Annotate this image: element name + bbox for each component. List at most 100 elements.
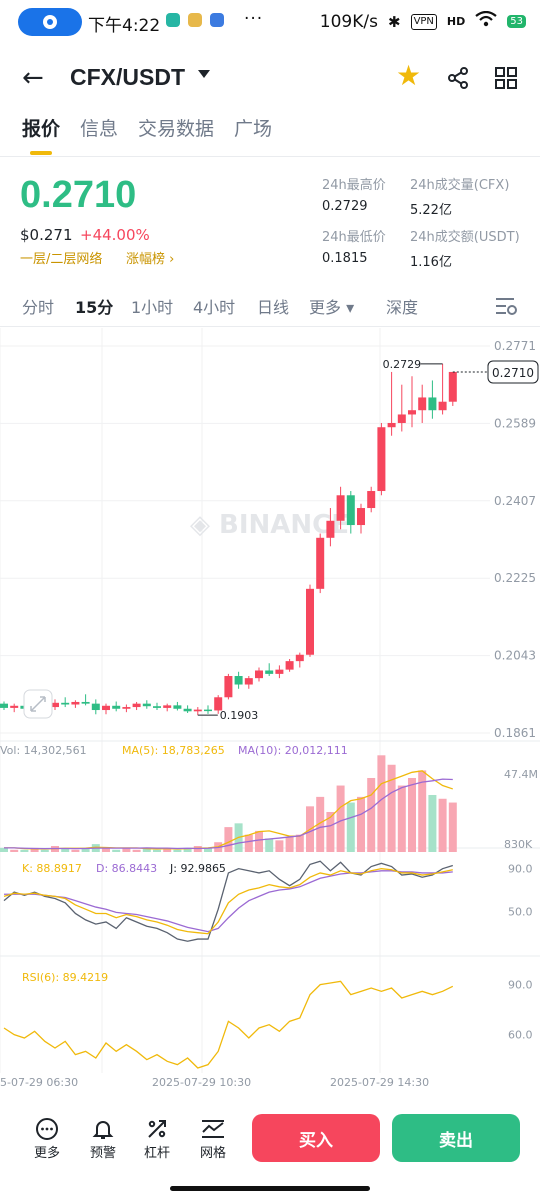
kdj-k-label: K: 88.8917 <box>22 862 82 875</box>
candle <box>214 697 223 711</box>
stat-value: 5.22亿 <box>410 203 452 218</box>
candle <box>377 427 386 492</box>
favorite-star-icon[interactable]: ★ <box>396 59 422 92</box>
home-indicator <box>170 1186 370 1191</box>
ma10-label: MA(10): 20,012,111 <box>238 744 348 757</box>
high-marker: 0.2729 <box>383 358 422 371</box>
status-time: 下午4:22 <box>88 16 161 36</box>
volume-bar <box>102 847 110 852</box>
candle <box>428 397 437 411</box>
volume-bar <box>183 847 192 852</box>
candle <box>336 495 345 521</box>
candle <box>316 537 325 589</box>
tf-1h[interactable]: 1小时 <box>131 298 174 317</box>
tab-quote[interactable]: 报价 <box>22 114 60 155</box>
candle <box>326 520 335 538</box>
tf-15m[interactable]: 15分 <box>75 298 114 317</box>
top-nav: ← CFX/USDT ★ <box>0 58 540 98</box>
alert-button[interactable]: 预警 <box>78 1116 128 1161</box>
back-arrow-icon[interactable]: ← <box>22 63 44 93</box>
stat-label: 24h成交额(USDT) <box>410 230 520 245</box>
candle <box>10 705 19 708</box>
candle <box>408 410 416 415</box>
candle <box>265 670 274 674</box>
volume-bar <box>357 796 365 852</box>
tab-square[interactable]: 广场 <box>234 118 273 140</box>
network-tag[interactable]: 一层/二层网络 <box>20 252 103 267</box>
gainers-rank-link[interactable]: 涨幅榜 › <box>126 252 175 267</box>
share-icon[interactable] <box>446 66 470 90</box>
battery-icon: 53 <box>507 15 526 28</box>
grid-trading-button[interactable]: 网格 <box>188 1116 238 1161</box>
volume-bar <box>132 849 141 852</box>
grid-menu-icon[interactable] <box>494 66 518 90</box>
candle <box>91 703 100 711</box>
kdj-d-line <box>4 870 453 933</box>
volume-label: Vol: 14,302,561 <box>0 744 87 757</box>
rsi-line <box>3 980 454 1069</box>
candle <box>153 706 161 708</box>
low-24h: 24h最低价 0.1815 <box>322 226 386 266</box>
price-axis-label: 0.1861 <box>494 726 536 740</box>
rsi-label: RSI(6): 89.4219 <box>22 971 108 984</box>
volume-bar <box>448 802 457 852</box>
high-24h: 24h最高价 0.2729 <box>322 174 386 214</box>
volume-bar <box>40 849 49 852</box>
volume-bar <box>20 849 29 852</box>
bluetooth-icon: ✱ <box>387 12 401 31</box>
volume-bar <box>71 849 80 852</box>
candle <box>193 709 202 712</box>
notification-icons <box>166 13 224 27</box>
caret-down-icon[interactable] <box>198 70 210 78</box>
candle <box>112 705 121 709</box>
candle <box>357 508 365 526</box>
pair-selector[interactable]: CFX/USDT <box>70 64 185 90</box>
candle <box>142 703 151 707</box>
leverage-label: 杠杆 <box>143 1146 170 1161</box>
candle <box>397 414 406 423</box>
tf-4h[interactable]: 4小时 <box>193 298 236 317</box>
leverage-button[interactable]: 杠杆 <box>132 1116 182 1161</box>
usd-price: $0.271 <box>20 226 73 244</box>
candlestick-chart[interactable]: 0.2771 0.2589 0.2407 0.2225 0.2043 0.1861 ◈ BI… <box>0 328 540 1088</box>
more-button[interactable]: 更多 <box>22 1116 72 1161</box>
volume-bar <box>112 849 121 852</box>
volume-bar <box>81 847 90 852</box>
tf-more[interactable]: 更多 ▾ <box>309 298 355 317</box>
volume-axis-label: 47.4M <box>504 768 538 781</box>
price-axis-label: 0.2589 <box>494 416 536 430</box>
volume-bar <box>265 838 274 852</box>
tab-info[interactable]: 信息 <box>80 118 119 140</box>
buy-button[interactable]: 买入 <box>252 1114 380 1162</box>
candle <box>183 708 192 712</box>
volume-bar <box>408 777 416 852</box>
kdj-k-line <box>3 868 453 935</box>
volume-bar <box>163 847 172 852</box>
time-axis-label: 2025-07-29 14:30 <box>330 1076 429 1088</box>
candle <box>448 371 457 402</box>
tab-trading-data[interactable]: 交易数据 <box>138 118 215 140</box>
volume-bar <box>295 834 304 852</box>
time-axis-label: 5-07-29 06:30 <box>0 1076 78 1088</box>
candle <box>387 422 396 428</box>
chart-settings-icon[interactable] <box>494 296 518 316</box>
candle <box>204 709 212 712</box>
candle <box>102 705 110 711</box>
candle <box>285 661 294 670</box>
candle <box>122 707 131 709</box>
candle <box>346 495 355 526</box>
volume-bar <box>336 785 345 852</box>
tf-depth[interactable]: 深度 <box>386 298 419 317</box>
last-price-tag-box <box>487 360 539 384</box>
volume-bar <box>204 847 212 852</box>
stat-value: 0.1815 <box>322 251 368 266</box>
volume-bar <box>10 849 19 852</box>
tf-1d[interactable]: 日线 <box>257 298 290 317</box>
volume-bar <box>122 847 131 852</box>
app-icon <box>188 13 202 27</box>
status-bar: 下午4:22 ··· 109K/s ✱ VPN HD 53 <box>0 0 540 44</box>
volume-bar <box>316 796 325 852</box>
tf-line[interactable]: 分时 <box>22 298 55 317</box>
stat-value: 0.2729 <box>322 199 368 214</box>
sell-button[interactable]: 卖出 <box>392 1114 520 1162</box>
